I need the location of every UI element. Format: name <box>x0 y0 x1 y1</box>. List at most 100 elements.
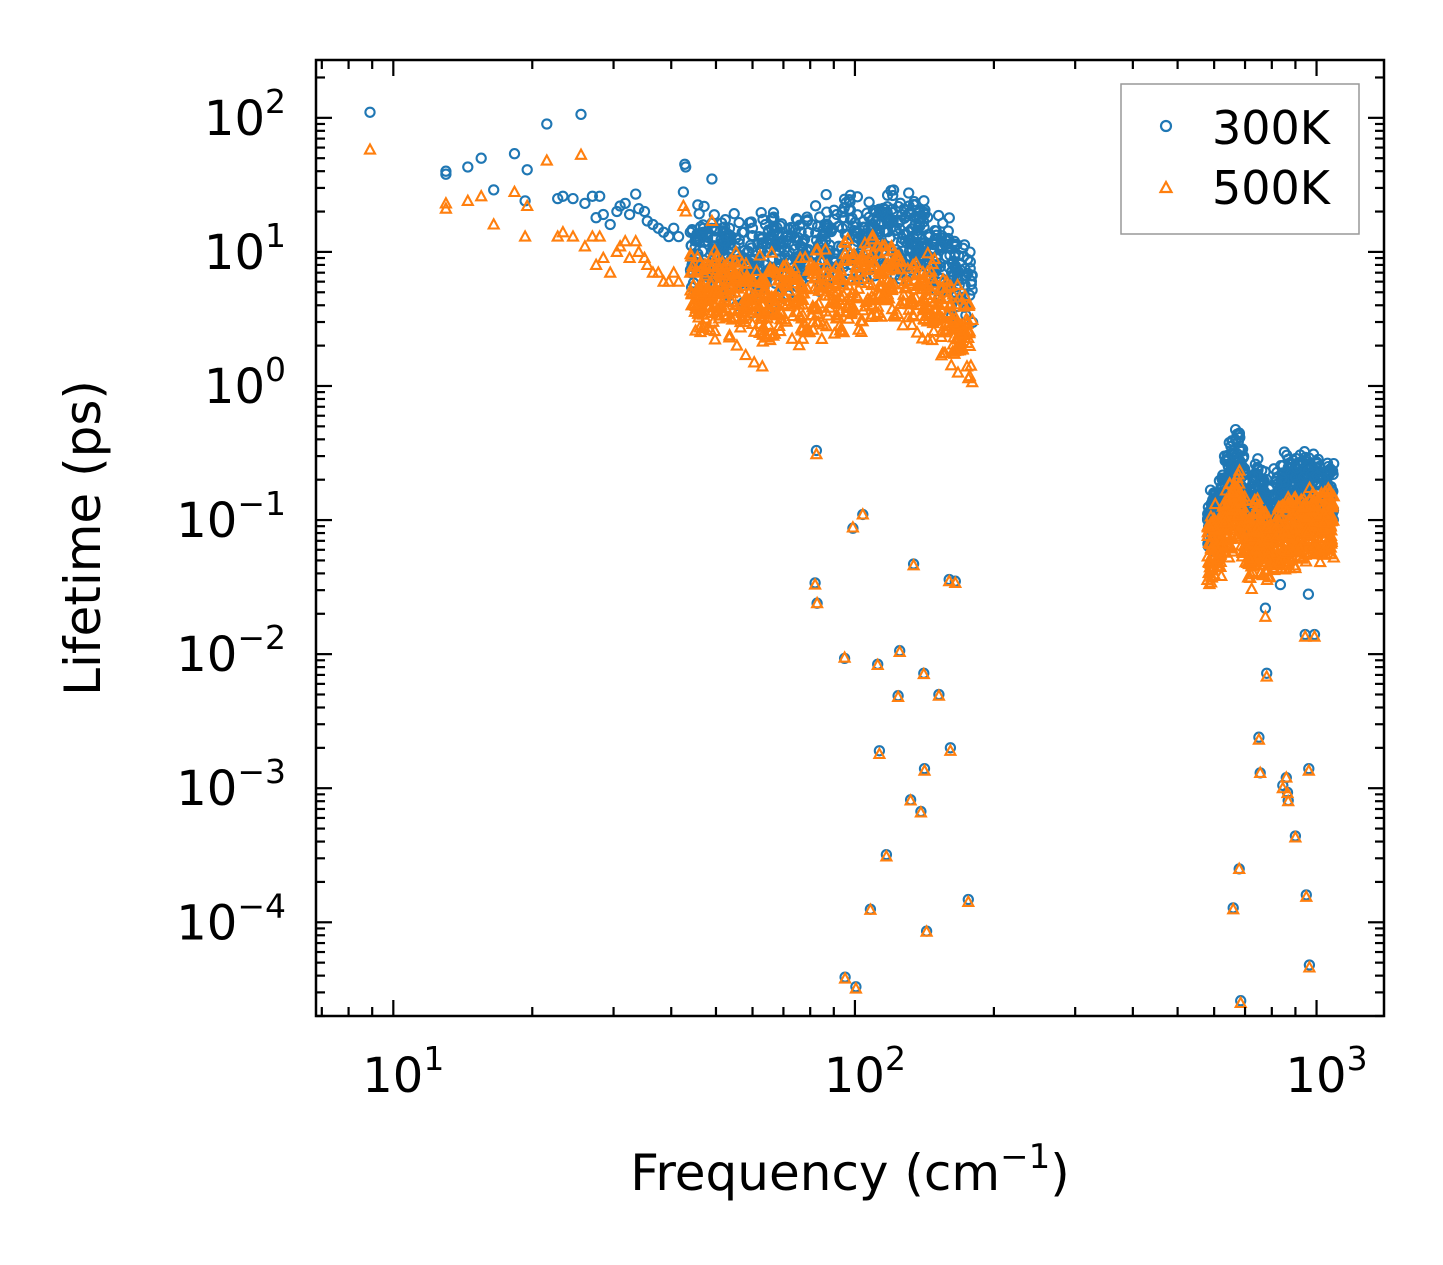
data-point-500K-76 <box>919 924 934 937</box>
band-point-300K-0-537 <box>719 214 731 226</box>
data-point-500K-87 <box>1253 765 1267 778</box>
data-point-500K-58 <box>808 577 822 590</box>
y-axis-label: Lifetime (ps) <box>54 380 112 696</box>
band-point-300K-0-619 <box>932 209 945 222</box>
data-point-500K-60 <box>837 650 852 663</box>
band-point-500K-0-559 <box>889 261 903 275</box>
band-point-500K-0-662 <box>922 279 936 292</box>
band-point-500K-1-609 <box>1270 539 1285 552</box>
data-point-500K-98 <box>1302 960 1317 973</box>
band-point-500K-0-480 <box>852 258 866 272</box>
band-point-500K-1-424 <box>1253 565 1268 579</box>
band-point-500K-1-691 <box>1281 490 1295 503</box>
data-point-500K-27 <box>640 257 655 270</box>
band-point-500K-0-624 <box>897 268 911 281</box>
band-point-500K-0-440 <box>701 320 715 333</box>
band-point-500K-0-563 <box>855 313 870 327</box>
band-point-500K-1-18 <box>1313 554 1327 568</box>
data-point-500K-91 <box>1279 770 1294 783</box>
band-point-500K-0-547 <box>917 299 932 313</box>
band-point-500K-0-630 <box>948 343 962 357</box>
band-point-300K-1-598 <box>1278 446 1291 458</box>
band-point-300K-0-473 <box>768 212 780 224</box>
band-point-300K-1-683 <box>1247 471 1259 483</box>
band-point-500K-0-459 <box>694 298 709 311</box>
points-layer <box>363 106 1341 1009</box>
band-point-300K-0-563 <box>767 207 780 219</box>
band-point-500K-1-519 <box>1235 517 1249 530</box>
band-point-500K-0-52 <box>926 271 940 284</box>
band-point-300K-1-689 <box>1234 459 1246 471</box>
band-point-500K-1-667 <box>1296 499 1311 512</box>
band-point-500K-1-692 <box>1323 540 1338 553</box>
data-point-500K-19 <box>603 265 617 278</box>
y-tick-label-0.0001: 10−4 <box>176 886 286 951</box>
band-point-500K-1-607 <box>1218 509 1232 523</box>
band-point-500K-1-373 <box>1225 544 1240 557</box>
data-point-300K-9 <box>541 118 553 130</box>
band-point-500K-0-652 <box>796 292 810 306</box>
band-point-500K-0-557 <box>963 368 977 382</box>
band-point-500K-0-538 <box>856 271 870 285</box>
data-point-300K-15 <box>586 190 599 202</box>
band-point-500K-1-596 <box>1316 521 1330 535</box>
data-point-300K-89 <box>904 208 916 221</box>
band-point-500K-0-682 <box>865 228 880 241</box>
band-point-500K-0-629 <box>757 285 772 298</box>
band-point-500K-0-588 <box>858 235 872 249</box>
data-point-500K-94 <box>1288 830 1303 843</box>
band-point-500K-0-80 <box>773 323 787 337</box>
data-point-500K-8 <box>518 229 532 242</box>
band-point-500K-0-571 <box>811 314 826 328</box>
band-point-500K-1-641 <box>1216 521 1231 534</box>
band-point-500K-0-658 <box>874 309 889 322</box>
data-point-500K-26 <box>637 250 652 264</box>
band-point-500K-1-608 <box>1257 512 1272 526</box>
band-point-300K-0-693 <box>966 284 978 296</box>
band-point-500K-1-508 <box>1224 520 1239 534</box>
band-point-500K-0-592 <box>739 256 753 269</box>
data-point-300K-47 <box>736 226 748 238</box>
data-point-300K-44 <box>718 235 730 247</box>
band-point-500K-0-138 <box>785 331 799 344</box>
x-axis-label: Frequency (cm−1) <box>630 1137 1070 1202</box>
band-point-300K-0-657 <box>878 224 891 237</box>
band-point-500K-1-655 <box>1233 493 1248 506</box>
data-point-500K-14 <box>578 239 592 252</box>
data-point-500K-75 <box>917 763 932 776</box>
band-point-500K-0-501 <box>946 287 960 300</box>
band-point-500K-0-663 <box>761 302 775 316</box>
band-point-500K-1-688 <box>1241 550 1256 563</box>
data-point-500K-69 <box>891 689 905 702</box>
band-point-500K-0-544 <box>898 281 912 294</box>
band-point-500K-0-318 <box>864 258 878 272</box>
band-point-500K-0-655 <box>690 265 705 278</box>
band-point-500K-0-598 <box>728 297 743 311</box>
data-point-500K-83 <box>1232 861 1246 874</box>
data-point-300K-32 <box>668 222 680 234</box>
band-point-300K-1-478 <box>1233 429 1245 441</box>
data-point-500K-66 <box>870 657 885 671</box>
band-point-500K-0-620 <box>893 296 908 309</box>
band-point-500K-1-685 <box>1204 568 1219 582</box>
band-point-500K-1-695 <box>1308 489 1323 503</box>
band-point-500K-0-482 <box>792 337 806 351</box>
data-point-500K-2 <box>439 201 453 214</box>
data-point-300K-4 <box>475 152 487 164</box>
band-point-300K-0-608 <box>828 213 840 226</box>
band-point-300K-0-652 <box>937 241 949 254</box>
data-point-300K-73 <box>873 745 886 757</box>
band-point-300K-0-450 <box>801 211 813 223</box>
y-tick-label-0.1: 10−1 <box>176 484 286 549</box>
band-point-300K-0-571 <box>952 274 964 286</box>
band-point-300K-0-655 <box>884 216 896 228</box>
band-point-300K-0-299 <box>755 206 767 219</box>
data-point-300K-50 <box>753 230 765 243</box>
band-point-500K-0-314 <box>915 275 929 288</box>
band-point-300K-1-372 <box>1249 458 1262 470</box>
band-point-500K-0-534 <box>836 276 850 290</box>
data-point-300K-14 <box>579 197 591 210</box>
band-point-300K-1-669 <box>1247 476 1260 488</box>
data-point-300K-33 <box>672 230 685 243</box>
